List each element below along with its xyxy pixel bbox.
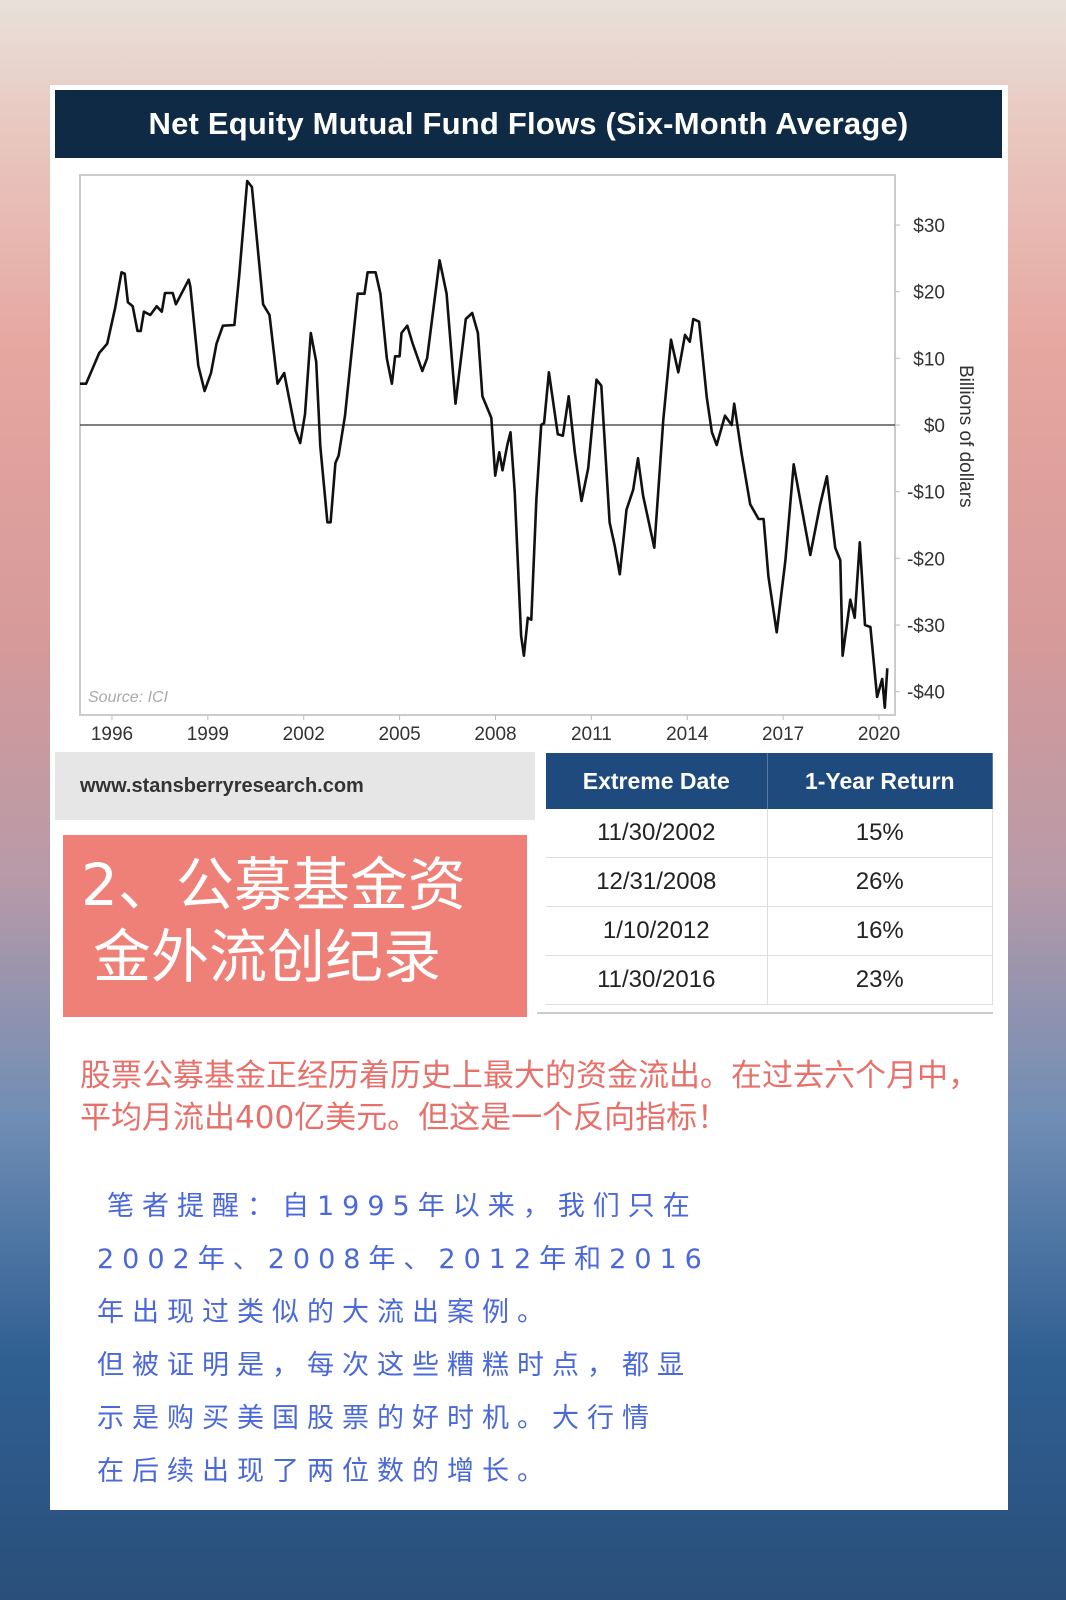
author-note: 笔者提醒：自1995年以来，我们只在 2002年、2008年、2012年和201…	[97, 1180, 710, 1498]
table-row: 11/30/2016 23%	[546, 955, 993, 1005]
date-cell: 1/10/2012	[546, 906, 768, 956]
return-cell: 26%	[767, 857, 993, 907]
y-tick-label: $30	[913, 216, 945, 237]
table-header-row: Extreme Date 1-Year Return	[546, 753, 993, 809]
summary-text: 股票公募基金正经历着历史上最大的资金流出。在过去六个月中，平均月流出400亿美元…	[80, 1058, 979, 1136]
headline-line: 2、公募基金资	[81, 851, 466, 919]
note-line: 但被证明是，每次这些糟糕时点，都显	[97, 1350, 692, 1381]
note-line: 2002年、2008年、2012年和2016	[97, 1244, 710, 1275]
y-tick-label: $10	[913, 349, 945, 370]
source-label: Source: ICI	[88, 689, 169, 706]
x-tick-label: 2002	[283, 724, 325, 745]
chart-title: Net Equity Mutual Fund Flows (Six-Month …	[55, 90, 1002, 158]
y-tick-label: -$40	[907, 683, 945, 704]
y-tick-label: -$10	[907, 483, 945, 504]
x-tick-label: 1996	[91, 724, 133, 745]
return-cell: 23%	[767, 955, 993, 1005]
note-line: 在后续出现了两位数的增长。	[97, 1456, 552, 1487]
column-header: Extreme Date	[546, 753, 768, 809]
table-row: 11/30/2002 15%	[546, 809, 993, 858]
flows-line-chart: Source: ICI 1996 1999 2002 2005 2008 2011 2014…	[79, 174, 976, 745]
x-tick-label: 2020	[858, 724, 900, 745]
date-cell: 11/30/2016	[546, 955, 768, 1005]
y-tick-label: -$20	[907, 549, 945, 570]
return-cell: 15%	[767, 809, 993, 858]
note-line: 示是购买美国股票的好时机。大行情	[97, 1403, 657, 1434]
divider	[537, 1012, 993, 1014]
y-tick-label: $0	[924, 416, 945, 437]
x-tick-label: 2008	[474, 724, 516, 745]
x-tick-label: 2014	[666, 724, 709, 745]
y-tick-label: -$30	[907, 616, 945, 637]
table-row: 12/31/2008 26%	[546, 857, 993, 907]
headline-box: 2、公募基金资 金外流创纪录	[63, 835, 527, 1017]
note-line: 笔者提醒：自1995年以来，我们只在	[107, 1191, 698, 1222]
returns-table: Extreme Date 1-Year Return 11/30/2002 15%…	[546, 753, 993, 1005]
headline-line: 金外流创纪录	[93, 923, 442, 991]
x-tick-label: 1999	[187, 724, 229, 745]
website-link[interactable]: www.stansberryresearch.com	[55, 752, 535, 820]
x-tick-label: 2017	[762, 724, 804, 745]
flows-series-line	[80, 179, 889, 709]
note-line: 年出现过类似的大流出案例。	[97, 1297, 552, 1328]
x-tick-label: 2011	[571, 724, 612, 745]
plot-frame	[79, 174, 896, 716]
date-cell: 11/30/2002	[546, 809, 768, 858]
return-cell: 16%	[767, 906, 993, 956]
table-row: 1/10/2012 16%	[546, 906, 993, 956]
column-header: 1-Year Return	[767, 753, 993, 809]
date-cell: 12/31/2008	[546, 857, 768, 907]
x-tick-label: 2005	[378, 724, 420, 745]
y-tick-label: $20	[913, 283, 945, 304]
y-axis-label: Billions of dollars	[955, 365, 976, 508]
